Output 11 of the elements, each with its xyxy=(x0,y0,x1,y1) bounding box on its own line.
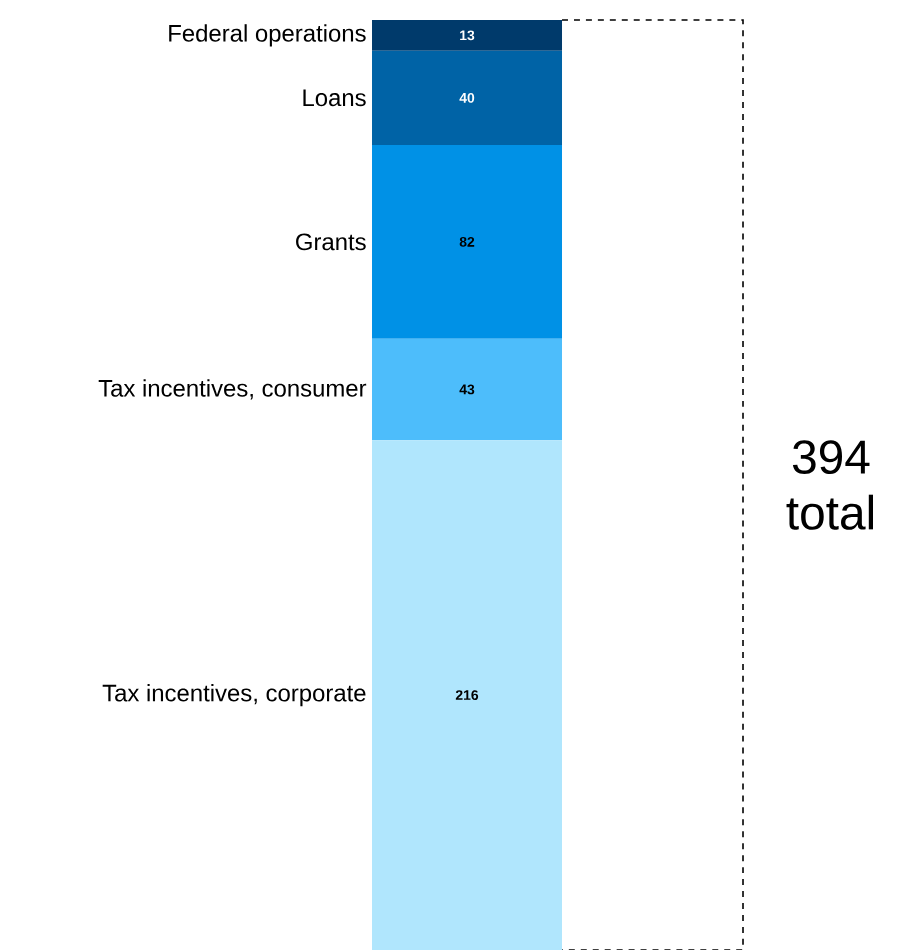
series-label: Tax incentives, corporate xyxy=(102,683,366,707)
series-label: Loans xyxy=(303,89,366,107)
series-label: Tax incentives, consumer xyxy=(98,379,367,400)
series-label: Federal operations xyxy=(169,24,366,47)
bar xyxy=(372,440,563,950)
text: 394 total xyxy=(786,440,874,530)
bar xyxy=(372,50,563,146)
series-label: Grants xyxy=(296,233,366,251)
bar xyxy=(372,19,563,51)
bar xyxy=(372,338,563,441)
bar xyxy=(372,145,563,339)
